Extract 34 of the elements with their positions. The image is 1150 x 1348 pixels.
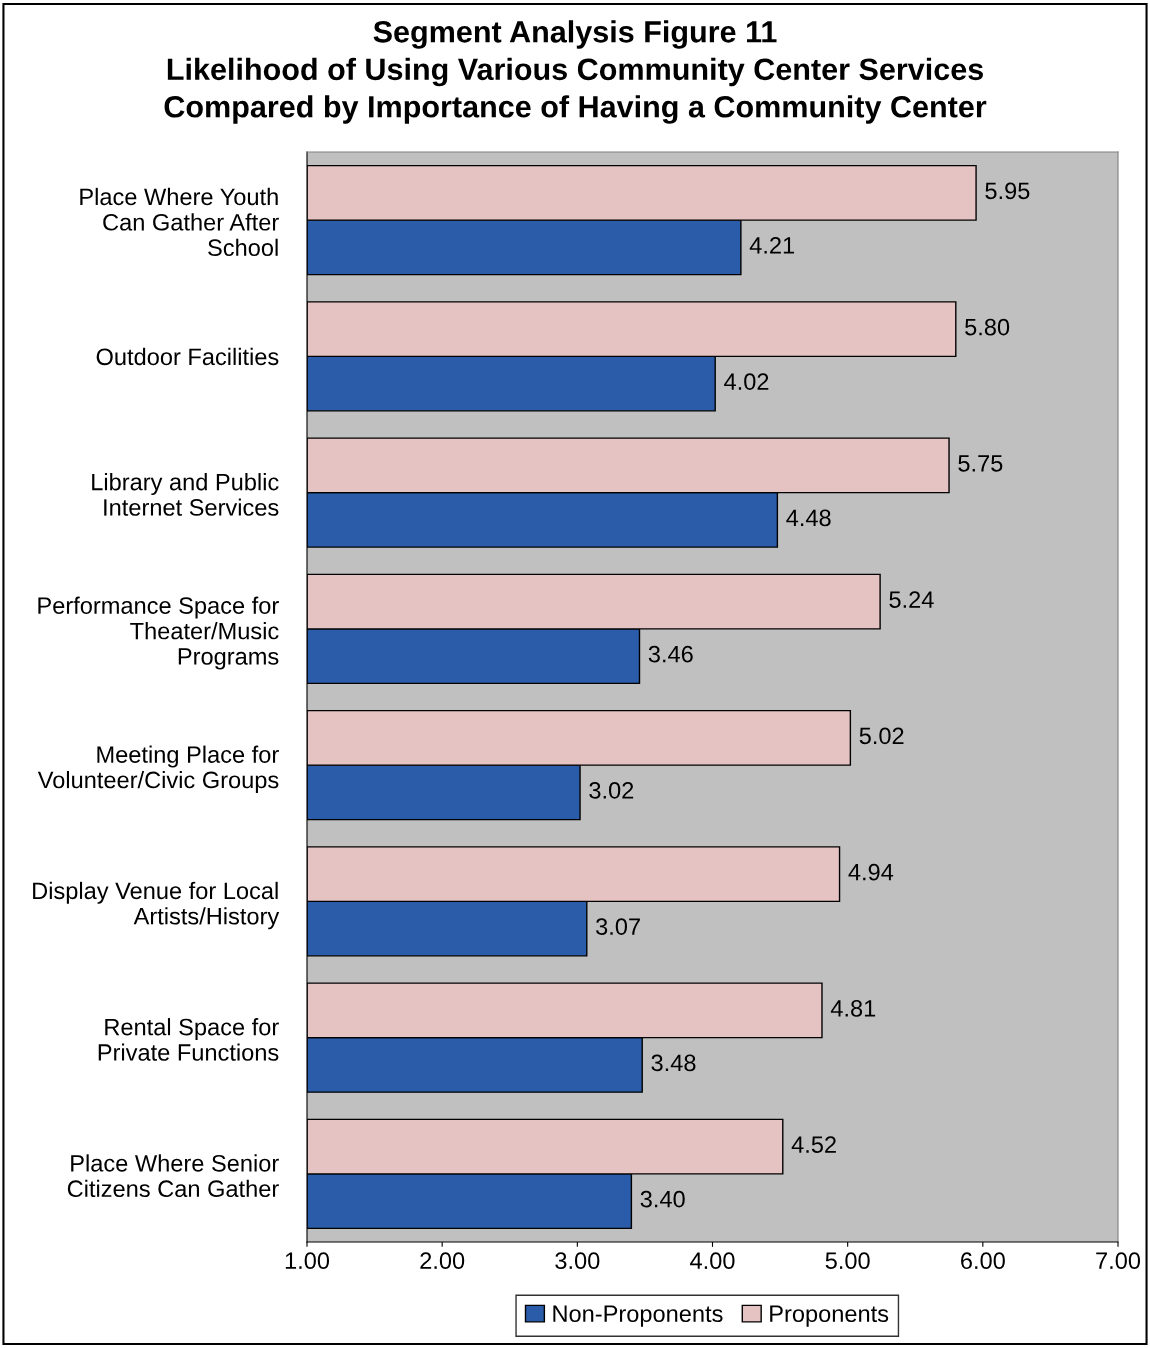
data-label: 4.52 [791,1136,836,1153]
data-label: 3.46 [648,645,693,663]
x-tick-label: 5.00 [825,1252,870,1270]
data-label: 5.02 [859,727,904,745]
data-label: 4.48 [786,509,831,527]
data-label: 3.02 [589,781,634,799]
x-tick-label: 1.00 [285,1252,330,1270]
data-label: 3.07 [596,918,640,935]
y-tick-label: Library and Public Internet Services [92,473,279,516]
data-label: 3.48 [651,1054,696,1072]
data-label: 5.24 [889,591,934,608]
data-label: 3.40 [640,1190,685,1208]
x-tick-label: 3.00 [555,1252,600,1270]
y-tick-label: Rental Space for Private Functions [98,1018,279,1061]
x-tick-label: 7.00 [1096,1252,1141,1270]
y-tick-label: Display Venue for Local Artists/History [33,881,280,930]
y-tick-label: Place Where Senior Citizens Can Gather [67,1154,279,1198]
data-label: 5.95 [985,182,1030,200]
x-tick-label: 4.00 [690,1252,735,1270]
y-tick-label: Place Where Youth Can Gather After School [80,187,279,257]
y-tick-label: Performance Space for Theater/Music Programs [38,596,279,670]
data-label: 4.81 [830,999,876,1017]
legend-label: Proponents [770,1305,889,1327]
x-tick-label: 6.00 [961,1252,1005,1270]
data-label: 4.94 [848,863,894,881]
y-tick-label: Outdoor Facilities [96,347,279,366]
x-tick-label: 2.00 [420,1252,465,1270]
legend-label: Non-Proponents [553,1305,723,1327]
data-label: 5.80 [965,318,1010,336]
y-tick-label: Meeting Place for Volunteer/Civic Groups [37,745,279,794]
chart-title: Segment Analysis Figure 11 Likelihood of Using Various Community Center Services Compared by Importance of Having a Community Center [164,20,987,124]
data-label: 4.02 [724,373,769,390]
data-label: 4.21 [749,236,795,254]
data-label: 5.75 [958,455,1003,472]
